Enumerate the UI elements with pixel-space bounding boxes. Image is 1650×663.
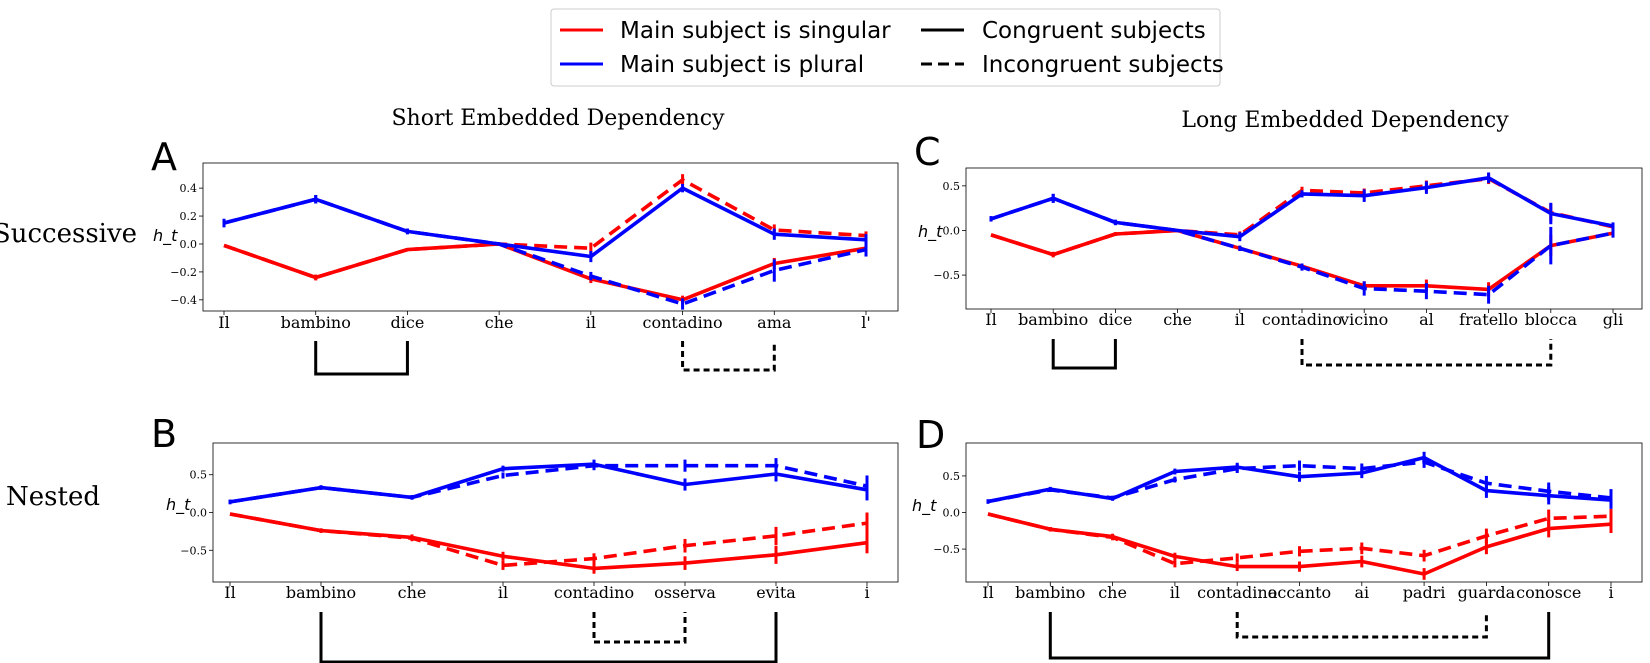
- panel-d: −0.5 0.0 0.5 h_t Il bambino che il contadinoacca…: [912, 442, 1643, 660]
- panel-label-a: A: [151, 135, 177, 179]
- dependency-bracket-dashed: [681, 341, 776, 372]
- x-tick-label: al: [1419, 310, 1434, 329]
- dependency-bracket-solid: [314, 341, 409, 376]
- dependency-bracket-dashed: [1235, 612, 1488, 639]
- x-tick-label: bambino: [1018, 310, 1088, 329]
- y-tick-label: −0.4: [170, 294, 197, 307]
- x-tick-label: Il: [985, 310, 996, 329]
- x-tick-label: gli: [1603, 310, 1623, 329]
- y-axis-label: h_t: [918, 222, 943, 242]
- plot-frame: [965, 442, 1643, 583]
- x-tick-label: padri: [1403, 583, 1446, 602]
- panel-b: −0.5 0.0 0.5 h_t Il bambino che il contadino osse…: [166, 442, 899, 663]
- x-tick-label: Il: [218, 313, 229, 332]
- x-tick-label: contadino: [1262, 310, 1342, 329]
- x-tick-label: dice: [1099, 310, 1133, 329]
- y-tick-label: 0.5: [190, 469, 208, 482]
- x-tick-label: il: [1170, 583, 1180, 602]
- x-tick-label: l': [861, 313, 871, 332]
- panel-label-b: B: [151, 412, 177, 456]
- series-line-blue-dashed: [223, 197, 867, 306]
- plot-frame: [202, 162, 899, 312]
- y-tick-label: −0.5: [933, 269, 960, 282]
- series-line-red-dashed: [987, 512, 1612, 566]
- y-tick-label: 0.4: [180, 182, 198, 195]
- panel-label-d: D: [916, 413, 945, 457]
- x-tick-label: accanto: [1268, 583, 1331, 602]
- series-line-blue-dashed: [229, 463, 868, 504]
- x-tick-label: Il: [224, 583, 235, 602]
- x-tick-label: ama: [757, 313, 792, 332]
- dependency-bracket-solid: [1051, 339, 1117, 370]
- dependency-bracket-dashed: [592, 612, 687, 644]
- series-line-blue-solid: [990, 176, 1614, 239]
- series-line-blue-dashed: [990, 196, 1614, 297]
- x-tick-label: contadino: [642, 313, 722, 332]
- x-tick-label: dice: [391, 313, 425, 332]
- column-title-short: Short Embedded Dependency: [391, 106, 725, 131]
- x-tick-label: contadino: [1197, 583, 1277, 602]
- x-tick-label: il: [498, 583, 508, 602]
- y-tick-label: −0.5: [180, 544, 207, 557]
- x-tick-label: i: [1608, 583, 1613, 602]
- legend-label-plural: Main subject is plural: [620, 52, 864, 78]
- series-line-red-solid: [223, 242, 867, 302]
- x-tick-label: bambino: [286, 583, 356, 602]
- panel-a: −0.4 −0.2 0.0 0.2 0.4 h_t Il bambino dice che il co…: [153, 162, 899, 376]
- x-tick-label: i: [864, 583, 869, 602]
- y-axis-label: h_t: [166, 495, 191, 515]
- y-tick-label: −0.5: [933, 543, 960, 556]
- y-tick-label: 0.5: [943, 470, 961, 483]
- dependency-bracket-dashed: [1300, 339, 1553, 367]
- y-axis-label: h_t: [153, 226, 178, 246]
- panel-c: −0.5 0.0 0.5 h_t Il bambino dice che il contadino…: [918, 167, 1643, 370]
- series-line-red-dashed: [223, 178, 867, 280]
- x-tick-label: ai: [1354, 583, 1369, 602]
- y-tick-label: 0.2: [180, 210, 198, 223]
- dependency-bracket-solid: [1048, 612, 1551, 660]
- y-tick-label: 0.0: [943, 507, 961, 520]
- legend-label-congruent: Congruent subjects: [982, 18, 1206, 44]
- series-line-red-dashed: [229, 512, 868, 568]
- x-tick-label: bambino: [1015, 583, 1085, 602]
- x-tick-label: che: [485, 313, 514, 332]
- x-tick-label: guarda: [1458, 583, 1516, 602]
- y-tick-label: 0.0: [180, 238, 198, 251]
- x-tick-label: evita: [756, 583, 796, 602]
- legend-label-singular: Main subject is singular: [620, 18, 891, 44]
- dependency-bracket-solid: [319, 612, 778, 663]
- plot-frame: [965, 167, 1643, 310]
- y-axis-label: h_t: [912, 496, 937, 516]
- y-tick-label: −0.2: [170, 266, 197, 279]
- x-tick-label: Il: [982, 583, 993, 602]
- x-tick-label: fratello: [1459, 310, 1518, 329]
- x-tick-label: che: [1098, 583, 1127, 602]
- legend-label-incongruent: Incongruent subjects: [982, 52, 1224, 78]
- x-tick-label: contadino: [554, 583, 634, 602]
- y-tick-label: 0.0: [190, 507, 208, 520]
- legend: Main subject is singular Main subject is…: [550, 8, 1224, 87]
- series-line-blue-dashed: [987, 460, 1612, 504]
- y-tick-label: 0.5: [943, 180, 961, 193]
- y-tick-label: 0.0: [943, 224, 961, 237]
- x-tick-label: il: [586, 313, 596, 332]
- column-title-long: Long Embedded Dependency: [1181, 108, 1509, 133]
- x-tick-label: il: [1235, 310, 1245, 329]
- x-tick-label: che: [398, 583, 427, 602]
- x-tick-label: conosce: [1516, 583, 1581, 602]
- x-tick-label: osserva: [654, 583, 716, 602]
- row-label-successive: Successive: [0, 219, 137, 249]
- x-tick-label: che: [1163, 310, 1192, 329]
- legend-frame: [550, 8, 1221, 87]
- x-tick-label: bambino: [281, 313, 351, 332]
- row-label-nested: Nested: [6, 482, 100, 512]
- x-tick-label: blocca: [1525, 310, 1578, 329]
- x-tick-label: vicino: [1339, 310, 1388, 329]
- series-line-red-solid: [990, 228, 1614, 292]
- panel-label-c: C: [914, 130, 941, 174]
